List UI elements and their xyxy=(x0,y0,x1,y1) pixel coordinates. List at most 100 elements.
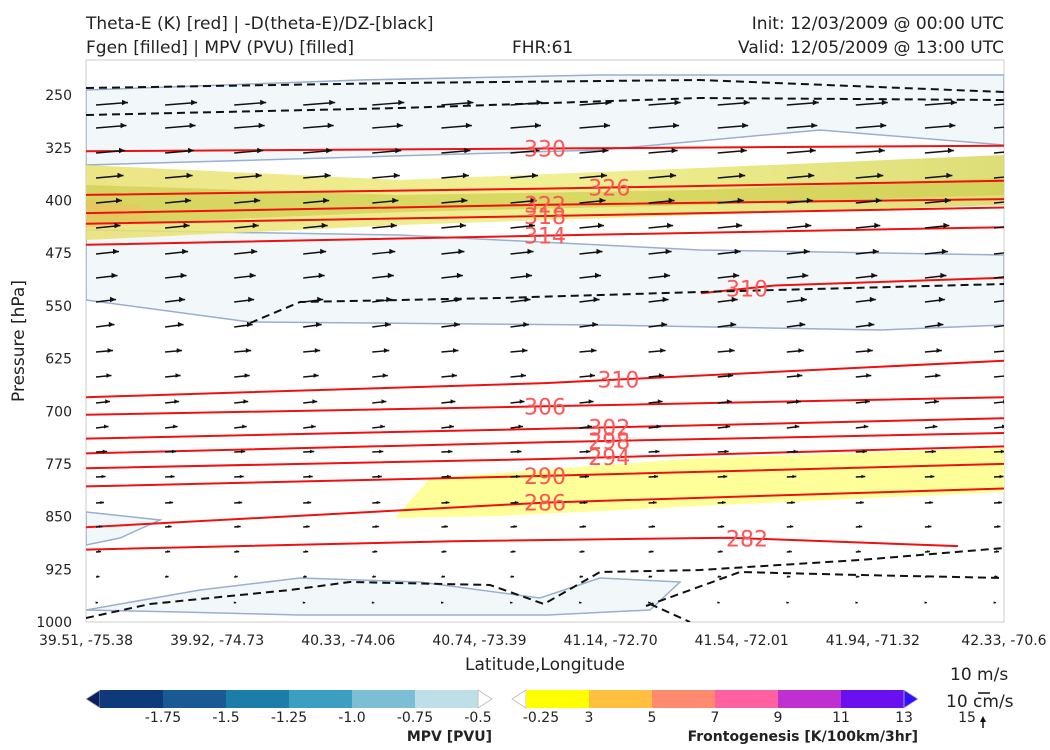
wind-vector-head xyxy=(1007,322,1013,327)
wind-vector-head xyxy=(260,99,267,106)
wind-vector-head xyxy=(788,550,792,553)
theta-e-label: 322 xyxy=(524,194,566,219)
wind-vector-head xyxy=(386,296,393,303)
wind-vector-head xyxy=(585,474,589,479)
wind-vector-head xyxy=(740,147,747,154)
wind-vector-head xyxy=(1020,100,1026,105)
wind-vector-head xyxy=(717,601,720,604)
colorbar-swatch xyxy=(100,690,163,708)
wind-vector-head xyxy=(254,197,261,204)
wind-vector-head xyxy=(671,147,678,154)
wind-vector-head xyxy=(657,399,663,404)
wind-vector-head xyxy=(312,399,318,404)
wind-vector-head xyxy=(524,296,531,303)
wind-vector-head xyxy=(323,197,330,204)
wind-vector-head xyxy=(809,147,816,154)
wind-vector-head xyxy=(930,474,935,479)
x-tick-label: 40.74, -73.39 xyxy=(432,633,526,649)
wind-vector-head xyxy=(1016,173,1022,178)
theta-e-label: 306 xyxy=(524,395,566,420)
wind-vector-shaft xyxy=(993,300,1004,303)
y-tick-label: 625 xyxy=(45,352,72,368)
x-axis-label: Latitude,Longitude xyxy=(465,655,625,675)
theta-e-label: 298 xyxy=(588,430,630,455)
theta-e-contour-line xyxy=(86,179,1004,196)
wind-vector-head xyxy=(935,373,941,378)
wind-vector-head xyxy=(798,348,804,353)
wind-vector-head xyxy=(654,474,659,479)
theta-e-contour-line xyxy=(86,536,959,551)
wind-vector-head xyxy=(998,500,1002,505)
wind-vector-head xyxy=(329,99,336,106)
wind-vector-head xyxy=(1002,424,1004,429)
wind-vector-head xyxy=(650,550,654,553)
wind-vector-head xyxy=(743,99,750,106)
wind-vector-head xyxy=(941,248,948,255)
x-tick-label: 42.33, -70.6 xyxy=(961,633,1046,649)
wind-vector-head xyxy=(595,272,601,279)
wind-vector-head xyxy=(110,296,116,303)
wind-vector-head xyxy=(868,321,875,328)
wind-vector-head xyxy=(533,147,540,154)
theta-e-contour-line xyxy=(700,276,1004,295)
wind-vector-head xyxy=(944,197,951,204)
y-tick-label: 700 xyxy=(45,404,72,420)
y-tick-label: 775 xyxy=(45,457,72,473)
wind-vector-head xyxy=(867,348,873,353)
wind-vector-head xyxy=(169,500,174,505)
wind-vector-head xyxy=(174,399,180,404)
wind-vector-head xyxy=(96,575,100,578)
x-axis: 39.51, -75.38 39.92, -74.73 40.33, -74.06 4… xyxy=(39,633,1047,649)
wind-vector-head xyxy=(1006,348,1011,353)
fgen-band-lower xyxy=(395,448,1004,518)
wind-vector-head xyxy=(238,500,243,505)
colorbar-tick-label: 7 xyxy=(711,710,720,726)
wind-vector-head xyxy=(102,449,107,454)
wind-vector-head xyxy=(95,601,98,604)
mpv-colorbar: -1.75 -1.5 -1.25 -1.0 -0.75 -0.5 -0.25 xyxy=(85,689,559,726)
wind-vector-head xyxy=(511,575,514,578)
wind-vector-head xyxy=(862,449,867,454)
wind-vector-head xyxy=(729,348,735,353)
wind-vector-head xyxy=(591,348,597,353)
wind-vector-head xyxy=(582,525,586,528)
wind-vector-head xyxy=(449,424,454,429)
wind-vector-head xyxy=(235,575,238,578)
wind-vector-head xyxy=(863,424,869,429)
wind-vector-head xyxy=(241,449,246,454)
wind-vector-head xyxy=(536,99,543,106)
wind-vectors xyxy=(95,99,1026,604)
wind-vector-head xyxy=(718,575,722,578)
wind-vector-head xyxy=(532,172,538,179)
wind-vector-head xyxy=(660,348,666,353)
wind-vector-head xyxy=(306,525,310,528)
forecast-hour: FHR:61 xyxy=(512,38,574,58)
theta-e-contour-line xyxy=(86,487,1004,529)
wind-vector-shaft xyxy=(993,350,1004,353)
wind-vector-head xyxy=(653,500,657,505)
wind-vector-head xyxy=(167,550,171,553)
wind-vector-head xyxy=(233,601,237,604)
wind-vector-head xyxy=(450,399,456,404)
wind-vector-head xyxy=(811,122,818,129)
wind-vector-shaft xyxy=(993,401,1004,404)
wind-vector-head xyxy=(305,550,309,553)
wind-vector-head xyxy=(464,147,471,154)
wind-vector-head xyxy=(803,248,810,255)
wind-vector-head xyxy=(462,172,469,179)
wind-vector-head xyxy=(674,99,681,106)
wind-vector-head xyxy=(236,550,240,553)
wind-vector-head xyxy=(1011,249,1017,254)
wind-vector-head xyxy=(448,449,453,454)
theta-e-label: 286 xyxy=(524,492,566,517)
wind-vector-head xyxy=(932,424,938,429)
wind-vector-head xyxy=(592,321,598,328)
fgen-colorbar-title: Frontogenesis [K/100km/3hr] xyxy=(688,729,918,745)
wind-vector-head xyxy=(806,197,813,204)
wind-vector-head xyxy=(106,373,112,378)
y-tick-label: 1000 xyxy=(36,615,72,631)
colorbar-swatch xyxy=(652,690,715,708)
mpv-colorbar-title: MPV [PVU] xyxy=(407,729,492,745)
wind-vector-head xyxy=(107,348,113,353)
